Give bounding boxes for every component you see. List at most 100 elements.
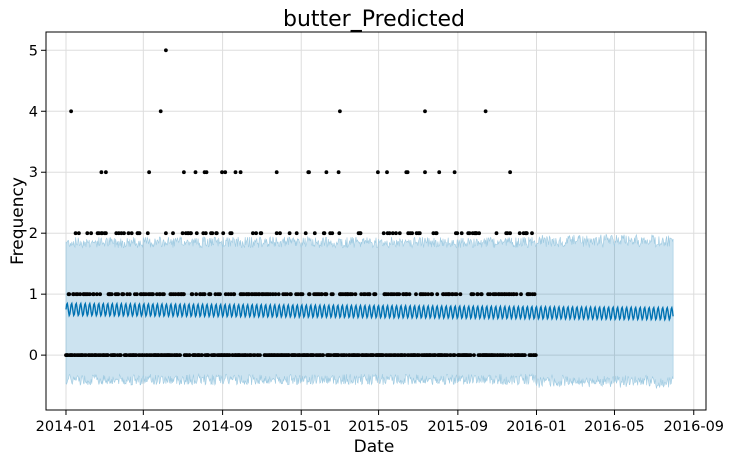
observed-point [394,231,398,236]
observed-point [274,231,279,236]
observed-point [276,292,281,297]
observed-point [190,292,195,297]
observed-point [385,170,389,175]
y-axis-ticks: 0 1 2 3 4 5 [29,43,46,364]
observed-point [468,353,473,357]
observed-point [353,292,358,297]
observed-point [405,170,410,175]
observed-point [445,353,450,357]
observed-point [227,353,232,357]
observed-point [158,292,163,297]
observed-point [87,292,92,297]
observed-point [214,231,219,236]
uncertainty-band-area [65,233,674,389]
observed-point [417,231,422,236]
observed-point [229,292,233,297]
observed-point [434,231,439,236]
observed-point [324,170,329,175]
observed-point [303,231,308,236]
observed-point [524,231,529,236]
observed-point [71,292,76,297]
observed-point [458,292,463,297]
observed-point [252,353,257,357]
observed-point [95,292,99,297]
observed-point [274,170,279,175]
observed-point [494,292,498,297]
observed-point [510,353,514,357]
x-tick-label: 2016-05 [584,419,645,435]
y-axis-label: Frequency [8,177,28,265]
observed-point [294,231,299,236]
observed-point [358,231,363,236]
observed-point [271,292,275,297]
observed-point [204,170,209,175]
observed-point [67,292,72,297]
observed-point [530,231,534,236]
observed-point [232,292,237,297]
observed-point [258,353,262,357]
observed-point [126,231,131,236]
observed-point [508,170,512,175]
observed-point [514,292,519,297]
observed-point [381,353,385,357]
observed-point [512,292,516,297]
observed-point [193,170,198,175]
y-tick-label: 0 [29,348,38,364]
observed-point [532,292,537,297]
observed-point [359,292,364,297]
observed-point [423,292,428,297]
observed-point [397,292,402,297]
observed-point [338,109,342,114]
observed-point [336,170,341,175]
observed-point [387,231,392,236]
observed-point [127,292,132,297]
forecast-trend-line [65,301,674,322]
observed-point [488,292,492,297]
observed-point [474,231,479,236]
observed-point [210,231,215,236]
observed-point [320,292,324,297]
observed-point [426,292,431,297]
observed-point [85,231,90,236]
observed-point [423,170,427,175]
observed-point [182,292,186,297]
observed-point [287,231,292,236]
x-tick-label: 2015-01 [271,419,332,435]
observed-point [330,231,335,236]
observed-point [455,231,460,236]
observed-point [397,231,402,236]
observed-point [178,353,183,357]
observed-point [494,231,499,236]
observed-point [452,353,457,357]
observed-point [121,292,126,297]
y-tick-label: 3 [29,165,38,181]
observed-point [528,292,532,297]
observed-point [517,231,522,236]
observed-point [116,231,121,236]
observed-point [226,292,231,297]
observed-point [69,109,73,114]
observed-point [221,231,226,236]
observed-point [454,292,459,297]
observed-point [106,353,110,357]
observed-point [289,292,293,297]
observed-point [75,292,80,297]
observed-point [91,292,96,297]
observed-point [158,109,163,114]
observed-point [435,292,440,297]
observed-point [247,292,251,297]
observed-point [268,292,273,297]
observed-point [477,231,481,236]
observed-point [238,170,243,175]
observed-point [218,292,222,297]
observed-point [350,292,355,297]
observed-point [285,292,289,297]
observed-point [357,353,362,357]
observed-point [223,170,228,175]
observed-point [116,292,121,297]
observed-point [307,170,311,175]
observed-point [322,231,327,236]
observed-point [220,170,224,175]
observed-point [363,292,367,297]
observed-point [187,353,192,357]
